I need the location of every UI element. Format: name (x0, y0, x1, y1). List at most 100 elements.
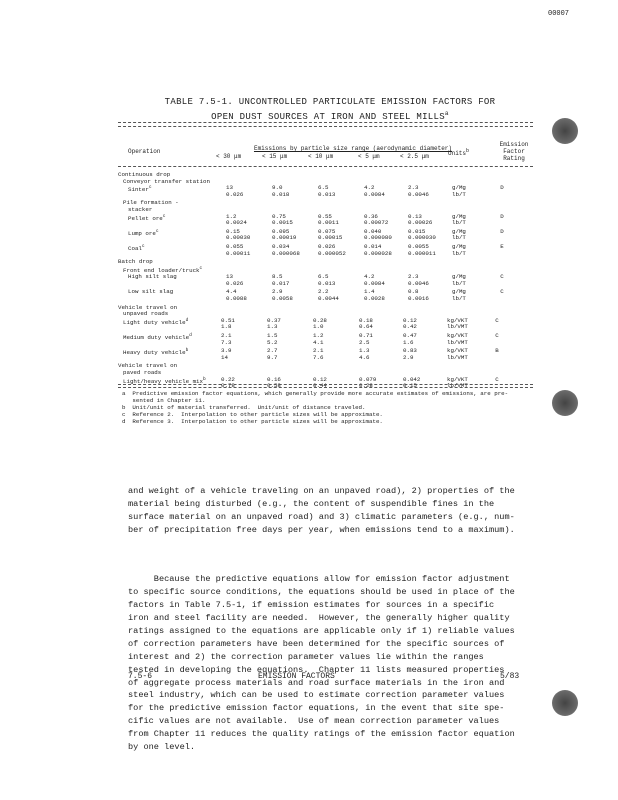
unit-cell: g/Mg (452, 273, 466, 281)
unit-cell: lb/VMT (447, 323, 468, 331)
metric-values: 0.22 0.16 0.12 0.079 0.042 kg/VKT C (221, 375, 533, 384)
row-label-text: Batch drop (118, 258, 153, 266)
value-cell: 2.9 (403, 353, 414, 361)
value-cell: 0.095 (272, 227, 290, 235)
header-units: Unitsb (448, 148, 469, 157)
footnote: sented in Chapter 11. (122, 397, 206, 404)
row-label-text: Lump ore (128, 229, 156, 237)
metric-values: 0.055 0.034 0.026 0.014 0.0055 g/Mg E (226, 242, 533, 251)
text-line: by one level. (128, 742, 196, 753)
row-values: 0.22 0.16 0.12 0.079 0.042 kg/VKT C 0.78 0.58 0.4… (221, 375, 533, 390)
footnote: c Reference 2. Interpolation to other pa… (122, 411, 383, 418)
value-cell: 0.015 (408, 227, 426, 235)
row-values: 13 8.5 6.5 4.2 2.3 g/Mg C 0.026 0.017 0.013 0.0084… (226, 274, 533, 287)
text-line: ratings assigned to the equations are ap… (128, 625, 515, 636)
value-cell: 0.000052 (318, 249, 346, 257)
row-label: Lump orec (118, 229, 226, 242)
value-cell: 0.00026 (408, 219, 433, 227)
value-cell: 0.00019 (272, 234, 297, 242)
rating-cell (492, 235, 512, 242)
value-cell: 0.0055 (408, 242, 429, 250)
value-cell: 2.1 (221, 331, 232, 339)
header-bottom-rule (118, 166, 533, 167)
table-row: Lump orec 0.15 0.095 0.075 0.040 0.015 g/Mg D 0.… (118, 227, 533, 242)
unit-cell: g/Mg (452, 227, 466, 235)
value-cell: 0.00015 (318, 234, 343, 242)
value-cell: 7.3 (221, 338, 232, 346)
text-line: tested in developing the equations. Chap… (128, 664, 505, 675)
header-units-label: Units (448, 150, 467, 157)
value-cell: 0.026 (318, 242, 336, 250)
metric-values: 3.9 2.7 2.1 1.3 0.83 kg/VKT B (221, 348, 533, 355)
value-cell: 0.00011 (226, 249, 251, 257)
unit-cell: kg/VKT (447, 316, 468, 324)
row-label-text: Medium duty vehicle (123, 333, 190, 341)
row-values: 3.9 2.7 2.1 1.3 0.83 kg/VKT B 14 9.7 7.6 4.6 2.9 lb/… (221, 348, 533, 361)
value-cell: 14 (221, 353, 228, 361)
table-row: Heavy duty vehicleb 3.9 2.7 2.1 1.3 0.83 kg/VK… (118, 348, 533, 361)
header-size: < 2.5 μm (400, 153, 429, 160)
rating-cell: D (500, 212, 504, 220)
punch-hole-bottom (552, 690, 578, 716)
table-row: Light/heavy vehicle mixb 0.22 0.16 0.12 0.07… (118, 375, 533, 390)
row-label-text: Light duty vehicle (123, 318, 186, 326)
rating-cell: C (500, 273, 504, 281)
footnote-mark: c (148, 185, 152, 191)
row-label-text: Sinter (128, 186, 149, 194)
value-cell: 0.71 (359, 331, 373, 339)
text-line: of aggregate process materials and road … (128, 677, 505, 688)
english-values: 0.0088 0.0058 0.0044 0.0028 0.0016 lb/T (226, 295, 533, 303)
value-cell: 0.37 (267, 316, 281, 324)
rating-cell: E (500, 242, 504, 250)
metric-values: 4.4 2.9 2.2 1.4 0.8 g/Mg C (226, 289, 533, 296)
value-cell: 0.28 (313, 316, 327, 324)
table-bottom-rule-2 (118, 387, 533, 388)
value-cell: 9.7 (267, 353, 278, 361)
value-cell: 2.1 (313, 347, 324, 355)
unit-cell: kg/VKT (447, 375, 468, 383)
table-row: Pellet orec 1.2 0.75 0.55 0.36 0.13 g/Mg D 0.002… (118, 212, 533, 227)
table-row: Vehicle travel on (118, 363, 533, 370)
row-label-text: Conveyor transfer station (123, 177, 210, 185)
value-cell: 0.64 (359, 323, 373, 331)
value-cell: 0.8 (408, 288, 419, 296)
value-cell: 0.78 (221, 382, 235, 390)
table-row: Batch drop (118, 258, 533, 266)
footer-title: EMISSION FACTORS (258, 672, 335, 681)
header-operation: Operation (128, 148, 161, 155)
rating-cell (487, 340, 507, 347)
english-values: 0.0024 0.0015 0.0011 0.00072 0.00026 lb/T (226, 220, 533, 227)
title-footnote-mark: a (444, 110, 449, 117)
table-top-rule-2 (118, 126, 533, 127)
footnote-mark: c (155, 228, 159, 234)
unit-cell: lb/T (452, 249, 466, 257)
value-cell: 1.2 (313, 331, 324, 339)
value-cell: 0.47 (403, 331, 417, 339)
table-title-line2-wrap: OPEN DUST SOURCES AT IRON AND STEEL MILL… (150, 108, 510, 123)
row-label-text: High silt slag (128, 273, 177, 281)
row-values: 4.4 2.9 2.2 1.4 0.8 g/Mg C 0.0088 0.0058 0.0044 0.… (226, 289, 533, 302)
rating-cell (492, 251, 512, 258)
footnote-mark: c (141, 243, 145, 249)
header-size-range: Emissions by particle size range (aerody… (253, 145, 453, 152)
unit-cell: kg/VKT (447, 347, 468, 355)
row-label: Continuous drop (118, 171, 216, 179)
row-label-text: Front end loader/truck (123, 266, 200, 274)
row-label: paved roads (118, 369, 221, 377)
english-values: 0.026 0.017 0.013 0.0084 0.0046 lb/T (226, 280, 533, 288)
value-cell: 0.026 (226, 190, 244, 198)
table-title: TABLE 7.5-1. UNCONTROLLED PARTICULATE EM… (150, 96, 510, 123)
value-cell: 6.5 (318, 184, 329, 192)
value-cell: 1.3 (359, 347, 370, 355)
footnote-mark: c (199, 265, 203, 271)
table-row: unpaved roads (118, 310, 533, 318)
value-cell: 13 (226, 273, 233, 281)
english-values: 0.78 0.58 0.44 0.28 0.15 lb/VMT (221, 383, 533, 390)
english-values: 0.00011 0.000068 0.000052 0.000028 0.000011 l… (226, 249, 533, 258)
metric-values: 13 8.5 6.5 4.2 2.3 g/Mg C (226, 274, 533, 281)
value-cell: 5.2 (267, 338, 278, 346)
table-row: High silt slag 13 8.5 6.5 4.2 2.3 g/Mg C 0.026 0.… (118, 273, 533, 287)
row-label-text: Low silt slag (128, 288, 174, 296)
header-size: < 5 μm (358, 153, 380, 160)
row-label: unpaved roads (118, 310, 221, 318)
